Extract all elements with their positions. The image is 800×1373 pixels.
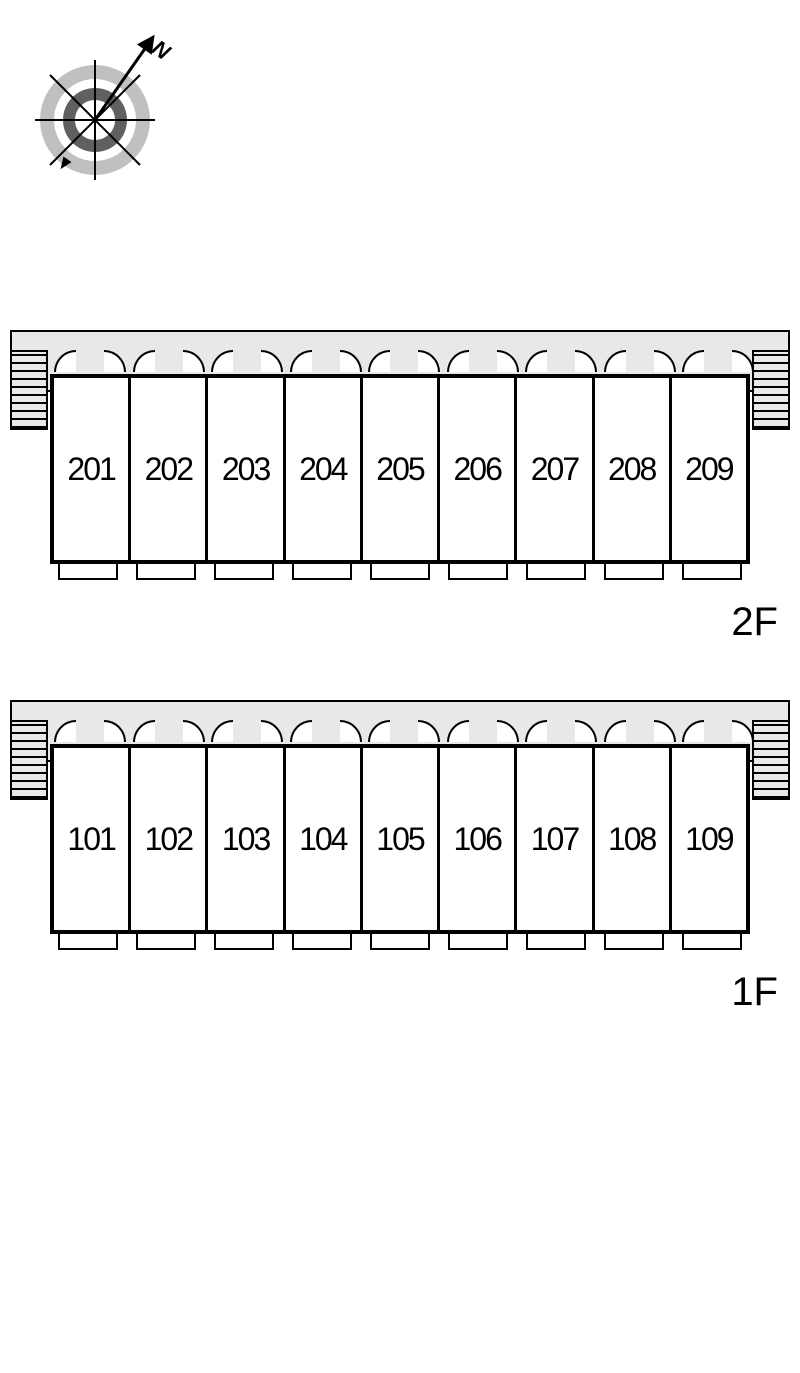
unit-209: 209 <box>672 378 746 560</box>
floor-label-2f: 2F <box>731 600 778 645</box>
balcony-row-2f <box>58 564 742 580</box>
unit-201: 201 <box>54 378 131 560</box>
units-row-2f: 201 202 203 204 205 206 207 208 209 <box>50 374 750 564</box>
stairs-2f-right <box>752 350 790 430</box>
doors-row-2f <box>54 342 754 372</box>
unit-106: 106 <box>440 748 517 930</box>
unit-206: 206 <box>440 378 517 560</box>
units-row-1f: 101 102 103 104 105 106 107 108 109 <box>50 744 750 934</box>
unit-207: 207 <box>517 378 594 560</box>
unit-108: 108 <box>595 748 672 930</box>
balcony-row-1f <box>58 934 742 950</box>
unit-202: 202 <box>131 378 208 560</box>
unit-203: 203 <box>208 378 285 560</box>
unit-204: 204 <box>286 378 363 560</box>
stairs-1f-left <box>10 720 48 800</box>
unit-104: 104 <box>286 748 363 930</box>
doors-row-1f <box>54 712 754 742</box>
unit-109: 109 <box>672 748 746 930</box>
unit-208: 208 <box>595 378 672 560</box>
unit-103: 103 <box>208 748 285 930</box>
unit-102: 102 <box>131 748 208 930</box>
stairs-2f-left <box>10 350 48 430</box>
floor-label-1f: 1F <box>731 970 778 1015</box>
stairs-1f-right <box>752 720 790 800</box>
floor-1-block: 101 102 103 104 105 106 107 108 109 1F <box>10 700 790 762</box>
unit-205: 205 <box>363 378 440 560</box>
floor-2-block: 201 202 203 204 205 206 207 208 209 2F <box>10 330 790 392</box>
unit-101: 101 <box>54 748 131 930</box>
unit-105: 105 <box>363 748 440 930</box>
compass-rose: N <box>20 10 180 190</box>
unit-107: 107 <box>517 748 594 930</box>
